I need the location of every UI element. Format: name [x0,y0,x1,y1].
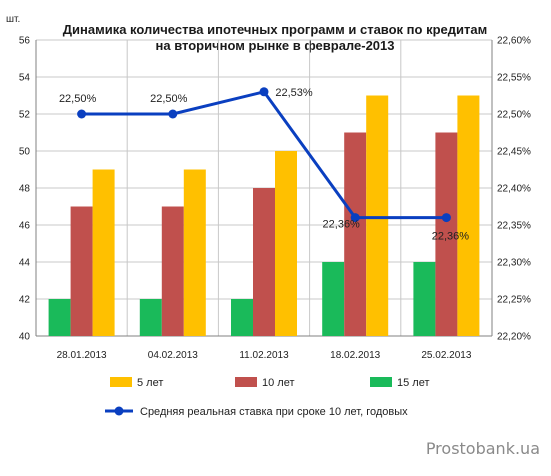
y-tick-label-left: 52 [19,110,31,121]
y-tick-label-right: 22,50% [497,110,531,121]
y-tick-label-left: 56 [19,36,31,47]
bar [161,206,184,336]
x-tick-label: 11.02.2013 [239,350,289,361]
rate-data-label: 22,36% [323,219,361,231]
legend-label: 15 лет [397,377,430,389]
watermark: Prostobank.ua [426,439,540,458]
y-tick-label-left: 46 [19,221,31,232]
bar [48,299,71,336]
y-tick-label-left: 54 [19,73,31,84]
bar [344,132,367,336]
bar [92,169,115,336]
y-unit-label: шт. [6,14,20,25]
chart-title-line-1: Динамика количества ипотечных программ и… [63,22,487,37]
bar [322,262,345,336]
bar [366,95,389,336]
bar [253,188,275,336]
bar [435,132,458,336]
x-tick-label: 18.02.2013 [330,350,380,361]
y-tick-label-right: 22,35% [497,221,531,232]
y-tick-label-right: 22,30% [497,258,531,269]
legend-swatch [110,377,132,387]
rate-point [441,213,451,223]
rate-point [350,213,360,223]
x-tick-label: 28.01.2013 [57,350,107,361]
legend-swatch [370,377,392,387]
chart-title-line-2: на вторичном рынке в феврале-2013 [156,38,395,53]
bars [48,95,480,336]
y-tick-label-left: 42 [19,295,31,306]
rate-line: 22,50% 22,50% 22,53% 22,36% 22,36% [59,87,469,243]
y-tick-label-right: 22,60% [497,36,531,47]
bar [457,95,480,336]
bar [70,206,93,336]
x-tick-label: 25.02.2013 [421,350,471,361]
legend: 5 лет 10 лет 15 лет Средняя реальная ставка… [105,377,430,418]
legend-line-label: Средняя реальная ставка при сроке 10 лет… [140,406,408,418]
y-tick-label-right: 22,40% [497,184,531,195]
legend-label: 5 лет [137,377,163,389]
y-tick-label-right: 22,25% [497,295,531,306]
y-tick-label-right: 22,55% [497,73,531,84]
y-tick-label-left: 50 [19,147,31,158]
bar [183,169,206,336]
bar [139,299,162,336]
rate-data-label: 22,36% [432,231,470,243]
y-tick-label-left: 44 [19,258,31,269]
bar [275,151,297,336]
y-tick-label-right: 22,45% [497,147,531,158]
bar [413,262,436,336]
y-tick-label-left: 48 [19,184,31,195]
bar [231,299,253,336]
legend-label: 10 лет [262,377,295,389]
y-tick-label-left: 40 [19,332,31,343]
tick-labels: 40 22,20% 42 22,25% 44 22,30% 46 22,35% 48 22,40%… [19,36,531,362]
rate-point [168,109,178,119]
legend-line-marker [114,406,124,416]
legend-swatch [235,377,257,387]
rate-data-label: 22,50% [150,93,188,105]
rate-point [259,87,269,97]
rate-data-label: 22,53% [275,87,313,99]
x-tick-label: 04.02.2013 [148,350,198,361]
rate-point [77,109,87,119]
y-tick-label-right: 22,20% [497,332,531,343]
rate-data-label: 22,50% [59,93,97,105]
